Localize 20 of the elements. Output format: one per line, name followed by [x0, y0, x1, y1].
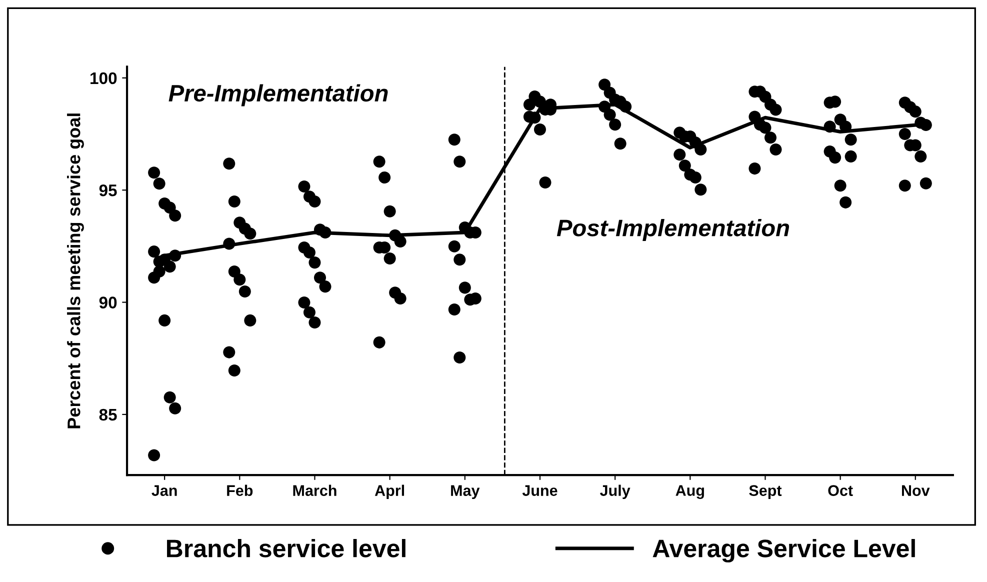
x-tick-label: July: [600, 484, 630, 499]
x-tick-label: Jan: [152, 485, 177, 496]
x-tick-label: March: [293, 484, 336, 496]
x-tick-label: May: [451, 485, 480, 499]
annotation: Pre-Implementation: [168, 84, 388, 106]
y-tick-label: 90: [99, 296, 117, 308]
annotation: Post-Implementation: [556, 219, 790, 242]
x-tick-label: Aprl: [374, 484, 404, 499]
x-tick-label: Aug: [676, 485, 704, 499]
legend-label: Branch service level: [167, 538, 406, 558]
x-tick-label: Nov: [902, 485, 930, 496]
legend-label: Average Service Level: [652, 538, 915, 562]
x-tick-label: Feb: [227, 484, 253, 496]
y-tick-label: 85: [99, 408, 117, 421]
y-tick-label: 95: [99, 184, 117, 196]
y-axis-title: Percent of calls meeting service goal: [67, 114, 84, 428]
y-tick-label: 100: [90, 72, 117, 84]
x-tick-label: Oct: [828, 485, 853, 496]
x-tick-label: Sept: [749, 485, 782, 499]
x-tick-label: June: [522, 485, 558, 496]
